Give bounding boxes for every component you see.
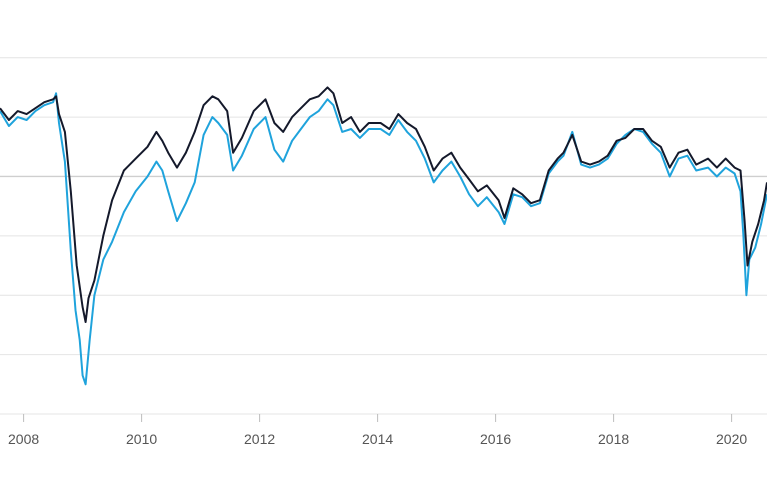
- x-tick-label: 2020: [716, 431, 747, 447]
- x-tick-label: 2018: [598, 431, 629, 447]
- x-tick-label: 2012: [244, 431, 275, 447]
- grid-lines: [0, 57, 767, 356]
- x-tick-label: 2010: [126, 431, 157, 447]
- x-tick-label: 2016: [480, 431, 511, 447]
- x-tick-label: 2014: [362, 431, 393, 447]
- x-tick-label: 2008: [8, 431, 39, 447]
- series-line-2: [0, 92, 767, 386]
- series-lines: [0, 86, 767, 386]
- series-line-1: [0, 86, 767, 323]
- x-axis-ticks: 2008 2010 2012 2014 2016 2018 2020: [8, 414, 747, 447]
